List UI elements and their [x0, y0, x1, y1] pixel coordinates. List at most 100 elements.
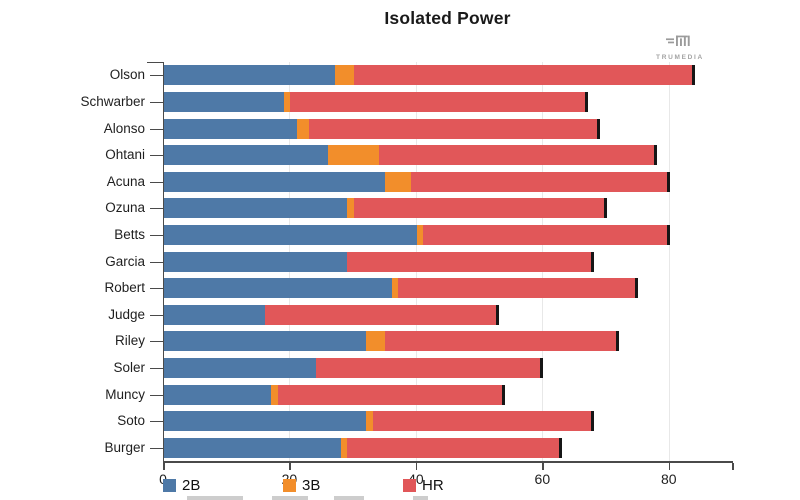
- bar-total-cap: [584, 91, 588, 112]
- bar-segment-3b[interactable]: [271, 384, 278, 405]
- bar-segment-hr[interactable]: [423, 224, 670, 245]
- bar-segment-hr[interactable]: [315, 357, 544, 378]
- bar-segment-2b[interactable]: [164, 171, 386, 192]
- y-axis-label: Garcia: [105, 253, 145, 269]
- bar-segment-hr[interactable]: [290, 91, 588, 112]
- bar-total-cap: [590, 251, 594, 272]
- bar-segment-3b[interactable]: [341, 437, 348, 458]
- y-axis-label: Acuna: [106, 173, 145, 189]
- x-axis-tick: [668, 463, 671, 470]
- x-axis-tick-label: 0: [143, 471, 183, 487]
- bar-segment-3b[interactable]: [366, 411, 373, 432]
- y-axis-tick: [150, 75, 163, 77]
- bar-segment-hr[interactable]: [309, 118, 601, 139]
- x-axis-end-tick: [732, 463, 734, 470]
- legend-label: HR: [422, 477, 444, 494]
- y-axis-tick: [150, 314, 163, 316]
- bar-segment-3b[interactable]: [416, 224, 424, 245]
- x-axis-line: [163, 461, 733, 463]
- legend-item-2b[interactable]: 2B: [163, 477, 200, 494]
- legend-swatch-hr-icon: [403, 479, 416, 492]
- y-axis-outer-tick: [147, 62, 163, 63]
- bar-segment-3b[interactable]: [296, 118, 310, 139]
- bar-total-cap: [635, 278, 639, 299]
- bar-total-cap: [496, 304, 500, 325]
- y-axis-label: Judge: [108, 306, 145, 322]
- legend-label: 3B: [302, 477, 321, 494]
- bar-segment-3b[interactable]: [328, 145, 379, 166]
- bar-segment-2b[interactable]: [164, 331, 367, 352]
- y-axis-tick: [150, 447, 163, 449]
- clipped-text-fragment: [413, 496, 428, 500]
- y-axis-tick: [150, 181, 163, 183]
- bar-segment-3b[interactable]: [334, 65, 354, 86]
- bar-segment-2b[interactable]: [164, 278, 392, 299]
- y-axis-tick: [150, 367, 163, 370]
- y-axis-tick: [150, 208, 163, 210]
- y-axis-tick: [150, 288, 163, 290]
- y-axis-tick: [150, 155, 163, 157]
- bar-segment-2b[interactable]: [164, 224, 417, 245]
- bar-segment-hr[interactable]: [397, 278, 639, 299]
- bar-total-cap: [666, 224, 670, 245]
- bar-segment-2b[interactable]: [164, 357, 316, 378]
- bar-segment-3b[interactable]: [366, 331, 386, 352]
- bar-total-cap: [590, 411, 594, 432]
- y-axis-label: Ozuna: [105, 200, 145, 216]
- y-axis-label: Schwarber: [80, 93, 145, 109]
- bar-segment-hr[interactable]: [385, 331, 620, 352]
- bar-segment-2b[interactable]: [164, 411, 367, 432]
- y-axis-label: Betts: [114, 226, 145, 242]
- bar-segment-hr[interactable]: [410, 171, 670, 192]
- bar-segment-hr[interactable]: [353, 65, 696, 86]
- y-axis-label: Alonso: [103, 120, 145, 136]
- bar-segment-3b[interactable]: [347, 198, 354, 219]
- bar-segment-hr[interactable]: [378, 145, 658, 166]
- legend-swatch-2b-icon: [163, 479, 176, 492]
- bar-segment-2b[interactable]: [164, 198, 348, 219]
- bar-segment-hr[interactable]: [347, 251, 594, 272]
- y-axis-tick: [150, 341, 163, 343]
- clipped-text-fragment: [334, 496, 364, 500]
- legend-item-hr[interactable]: HR: [403, 477, 444, 494]
- x-axis-tick: [163, 463, 165, 470]
- bar-total-cap: [559, 437, 563, 458]
- bar-segment-3b[interactable]: [385, 171, 411, 192]
- bar-segment-3b[interactable]: [391, 278, 398, 299]
- bar-segment-hr[interactable]: [353, 198, 607, 219]
- x-axis-tick: [289, 463, 291, 470]
- x-axis-tick-label: 60: [534, 471, 551, 487]
- bar-segment-2b[interactable]: [164, 304, 266, 325]
- x-axis-tick: [415, 463, 418, 470]
- y-axis-tick: [150, 261, 163, 263]
- bar-segment-2b[interactable]: [164, 145, 329, 166]
- legend-swatch-3b-icon: [283, 479, 296, 492]
- bar-segment-3b[interactable]: [284, 91, 291, 112]
- y-axis-label: Muncy: [105, 386, 145, 402]
- bar-segment-2b[interactable]: [164, 384, 272, 405]
- bar-segment-2b[interactable]: [164, 91, 285, 112]
- bar-segment-hr[interactable]: [265, 304, 500, 325]
- gridline-80: [668, 62, 670, 461]
- y-axis-label: Burger: [104, 439, 145, 455]
- bar-total-cap: [597, 118, 601, 139]
- bar-total-cap: [540, 357, 544, 378]
- bar-total-cap: [603, 198, 607, 219]
- bar-segment-hr[interactable]: [372, 411, 594, 432]
- bar-segment-2b[interactable]: [164, 65, 335, 86]
- chart-title: Isolated Power: [384, 8, 511, 28]
- y-axis-tick: [150, 394, 163, 396]
- y-axis-label: Riley: [114, 333, 145, 349]
- bar-segment-2b[interactable]: [164, 437, 342, 458]
- y-axis-tick: [150, 234, 163, 237]
- bar-segment-2b[interactable]: [164, 251, 348, 272]
- legend-item-3b[interactable]: 3B: [283, 477, 320, 494]
- bar-total-cap: [692, 65, 696, 86]
- bar-segment-hr[interactable]: [277, 384, 506, 405]
- x-axis-tick: [542, 463, 544, 470]
- bar-segment-2b[interactable]: [164, 118, 297, 139]
- bar-segment-hr[interactable]: [347, 437, 563, 458]
- clipped-text-fragment: [187, 496, 243, 500]
- y-axis-line: [163, 62, 164, 462]
